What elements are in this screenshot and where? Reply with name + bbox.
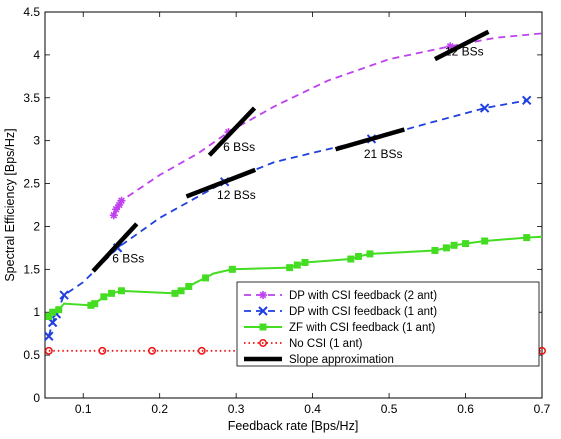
x-tick-label: 0.3	[228, 402, 245, 416]
data-point	[44, 331, 54, 341]
data-point	[293, 261, 301, 269]
annotation-layer: 6 BSs 6 BSs 12 BSs 21 BSs 12 BSs	[112, 45, 483, 266]
legend-marker	[259, 291, 267, 299]
data-point	[45, 313, 53, 321]
axis-ticks: 0.1 0.2 0.3 0.4 0.5 0.6 0.7 0 0.5 1 1.5 2 2.5 3 3.5 4 4.…	[23, 5, 550, 416]
data-point	[59, 290, 69, 300]
data-point	[177, 287, 185, 295]
annotation-label: 12 BSs	[217, 188, 256, 202]
y-tick-label: 0	[33, 391, 40, 405]
legend-entry-label: DP with CSI feedback (2 ant)	[289, 290, 437, 302]
data-point	[98, 346, 107, 355]
data-point	[301, 258, 309, 266]
data-point	[100, 293, 108, 301]
data-point	[117, 287, 125, 295]
annotation-label: 21 BSs	[364, 147, 403, 161]
legend-marker	[259, 339, 267, 347]
series-2	[45, 234, 543, 321]
data-point	[523, 234, 531, 242]
legend-marker	[258, 306, 268, 316]
data-point	[118, 197, 125, 205]
annotation-label: 6 BSs	[223, 140, 255, 154]
data-point	[110, 211, 118, 219]
data-point	[202, 274, 210, 282]
legend-entry-label: ZF with CSI feedback (1 ant)	[289, 322, 436, 334]
series-4	[91, 29, 490, 273]
y-tick-label: 2.5	[23, 177, 40, 191]
data-point	[185, 282, 193, 290]
x-tick-label: 0.4	[304, 402, 321, 416]
y-tick-label: 3.5	[23, 91, 40, 105]
data-point	[286, 264, 294, 272]
y-tick-label: 2	[33, 219, 40, 233]
x-tick-label: 0.5	[381, 402, 398, 416]
data-point	[228, 265, 236, 273]
series-layer	[44, 29, 546, 355]
slope-segment	[433, 29, 490, 62]
y-tick-label: 4	[33, 48, 40, 62]
annotation-label: 12 BSs	[445, 45, 484, 59]
y-tick-label: 1.5	[23, 262, 40, 276]
data-point	[91, 300, 99, 308]
legend-entry-label: No CSI (1 ant)	[289, 338, 363, 350]
data-point	[148, 346, 156, 355]
x-tick-label: 0.2	[151, 402, 168, 416]
data-point	[481, 237, 489, 245]
y-tick-label: 4.5	[23, 5, 40, 19]
annotation-label: 6 BSs	[112, 251, 144, 265]
data-point	[479, 103, 490, 113]
y-tick-label: 1	[33, 305, 40, 319]
x-tick-label: 0.7	[534, 402, 551, 416]
data-point	[44, 346, 53, 355]
slope-segment	[91, 222, 139, 273]
data-point	[49, 308, 57, 316]
data-point	[347, 255, 355, 263]
x-tick-label: 0.1	[75, 402, 92, 416]
data-point	[112, 205, 120, 213]
data-point	[431, 246, 439, 254]
data-point	[522, 95, 532, 106]
y-tick-label: 3	[33, 134, 40, 148]
legend-box	[236, 281, 540, 367]
y-tick-label: 0.5	[23, 348, 40, 362]
x-tick-label: 0.6	[457, 402, 474, 416]
data-point	[171, 289, 179, 297]
legend-entry-label: DP with CSI feedback (1 ant)	[289, 306, 437, 318]
data-point	[55, 306, 63, 314]
legend-marker	[259, 323, 267, 331]
x-axis-label: Feedback rate [Bps/Hz]	[228, 419, 359, 433]
data-point	[446, 42, 454, 50]
legend-entry-label: Slope approximation	[289, 354, 394, 366]
y-axis-label: Spectral Efficiency [Bps/Hz]	[3, 128, 17, 281]
data-point	[354, 252, 362, 260]
data-point	[366, 250, 374, 258]
data-point	[450, 241, 458, 249]
legend: DP with CSI feedback (2 ant) DP with CSI …	[236, 281, 540, 367]
data-point	[462, 240, 470, 248]
data-point	[197, 346, 206, 355]
slope-segment	[185, 167, 257, 199]
slope-segment	[207, 106, 257, 157]
slope-segment	[334, 127, 405, 152]
data-point	[442, 244, 450, 252]
data-point	[108, 289, 116, 297]
